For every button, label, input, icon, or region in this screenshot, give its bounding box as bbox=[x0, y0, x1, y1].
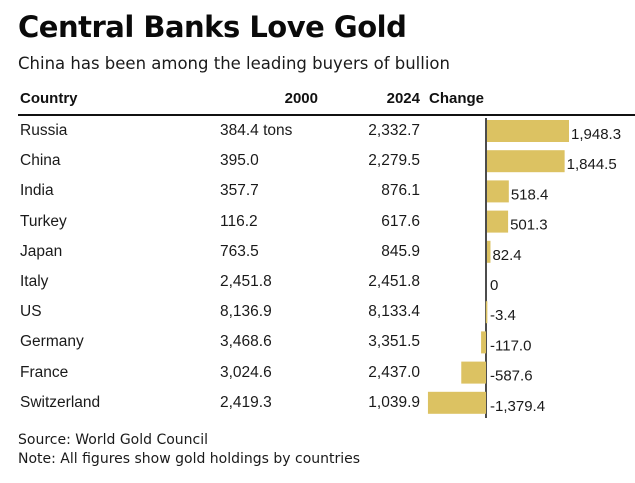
change-bar-chart: 1,948.3 1,844.5 518.4 501.3 82.4 0 -3.4 -117.0 -… bbox=[427, 118, 621, 418]
header-2024: 2024 bbox=[386, 90, 420, 107]
table-row: China 395.0 2,279.5 bbox=[0, 146, 635, 176]
value-2024-cell: 3,351.5 bbox=[368, 333, 420, 351]
source-note: Source: World Gold Council bbox=[18, 432, 209, 448]
table-row: Russia 384.4 tons 2,332.7 bbox=[0, 116, 635, 146]
bar-label-switzerland: -1,379.4 bbox=[490, 398, 545, 415]
bar-russia bbox=[487, 120, 569, 142]
value-2000-cell: 2,419.3 bbox=[220, 393, 272, 411]
value-2024-cell: 2,437.0 bbox=[368, 363, 420, 381]
table-row: US 8,136.9 8,133.4 bbox=[0, 297, 635, 327]
value-2024-cell: 845.9 bbox=[381, 242, 420, 260]
value-2000-cell: 8,136.9 bbox=[220, 303, 272, 321]
bar-turkey bbox=[487, 210, 509, 233]
bar-label-india: 518.4 bbox=[511, 186, 549, 203]
country-cell: India bbox=[20, 182, 54, 200]
country-cell: Germany bbox=[20, 333, 84, 351]
table-row: Switzerland 2,419.3 1,039.9 bbox=[0, 388, 635, 418]
header-country: Country bbox=[20, 90, 78, 107]
bar-label-italy: 0 bbox=[490, 277, 498, 294]
bar-label-japan: 82.4 bbox=[492, 247, 521, 264]
country-cell: China bbox=[20, 152, 61, 170]
bar-label-turkey: 501.3 bbox=[510, 217, 548, 234]
chart-title: Central Banks Love Gold bbox=[18, 10, 407, 44]
bar-switzerland bbox=[427, 391, 486, 414]
value-2024-cell: 8,133.4 bbox=[368, 303, 420, 321]
value-2024-cell: 2,451.8 bbox=[368, 273, 420, 290]
bar-france bbox=[461, 361, 486, 384]
country-cell: Italy bbox=[20, 273, 49, 290]
value-2000-cell: 395.0 bbox=[220, 152, 259, 170]
table-row: Germany 3,468.6 3,351.5 bbox=[0, 327, 635, 357]
bar-label-france: -587.6 bbox=[490, 368, 533, 385]
table-row: France 3,024.6 2,437.0 bbox=[0, 358, 635, 388]
bar-label-us: -3.4 bbox=[490, 307, 516, 324]
bar-germany bbox=[481, 331, 486, 354]
header-rule bbox=[18, 114, 635, 116]
value-2024-cell: 2,332.7 bbox=[368, 122, 420, 139]
chart-subtitle: China has been among the leading buyers … bbox=[18, 54, 450, 73]
table-row: India 357.7 876.1 bbox=[0, 176, 635, 206]
value-2024-cell: 1,039.9 bbox=[368, 393, 420, 411]
country-cell: Russia bbox=[20, 122, 68, 139]
value-2000-cell: 357.7 bbox=[220, 182, 259, 200]
value-2000-cell: 3,024.6 bbox=[220, 363, 272, 381]
bar-china bbox=[487, 150, 565, 173]
bar-japan bbox=[487, 240, 491, 263]
header-2000: 2000 bbox=[284, 90, 318, 107]
bar-label-germany: -117.0 bbox=[490, 337, 531, 354]
value-2024-cell: 876.1 bbox=[381, 182, 420, 200]
value-2000-cell: 3,468.6 bbox=[220, 333, 272, 351]
country-cell: Switzerland bbox=[20, 393, 101, 411]
bar-india bbox=[487, 180, 509, 203]
country-cell: France bbox=[20, 363, 69, 381]
bar-us bbox=[485, 301, 488, 324]
value-2000-cell: 116.2 bbox=[220, 212, 258, 230]
value-2000-cell: 384.4 tons bbox=[220, 122, 293, 139]
country-cell: US bbox=[20, 303, 42, 321]
table-row: Italy 2,451.8 2,451.8 bbox=[0, 267, 635, 297]
table-row: Japan 763.5 845.9 bbox=[0, 237, 635, 267]
bar-label-russia: 1,948.3 bbox=[571, 126, 621, 143]
table-row: Turkey 116.2 617.6 bbox=[0, 207, 635, 237]
bar-label-china: 1,844.5 bbox=[567, 156, 617, 173]
footnote: Note: All figures show gold holdings by … bbox=[18, 451, 361, 467]
country-cell: Japan bbox=[20, 242, 63, 260]
value-2024-cell: 2,279.5 bbox=[368, 152, 420, 170]
value-2000-cell: 2,451.8 bbox=[220, 273, 272, 290]
value-2000-cell: 763.5 bbox=[220, 242, 259, 260]
value-2024-cell: 617.6 bbox=[381, 212, 420, 230]
country-cell: Turkey bbox=[20, 212, 67, 230]
header-change: Change bbox=[429, 90, 485, 107]
